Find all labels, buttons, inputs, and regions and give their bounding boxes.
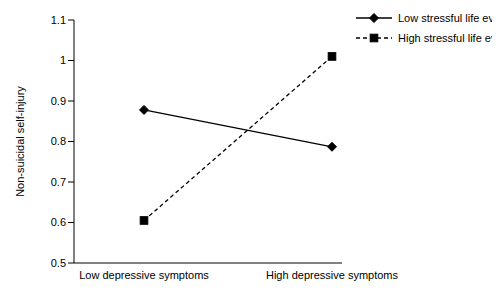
svg-text:Non-suicidal self-injury: Non-suicidal self-injury xyxy=(14,86,26,197)
svg-text:Low depressive symptoms: Low depressive symptoms xyxy=(79,269,209,281)
svg-text:0.9: 0.9 xyxy=(51,95,66,107)
svg-text:1.1: 1.1 xyxy=(51,14,66,26)
svg-text:0.5: 0.5 xyxy=(51,257,66,269)
svg-text:0.7: 0.7 xyxy=(51,176,66,188)
svg-text:1: 1 xyxy=(60,54,66,66)
svg-text:0.6: 0.6 xyxy=(51,216,66,228)
svg-text:0.8: 0.8 xyxy=(51,135,66,147)
svg-text:High depressive symptoms: High depressive symptoms xyxy=(266,269,399,281)
